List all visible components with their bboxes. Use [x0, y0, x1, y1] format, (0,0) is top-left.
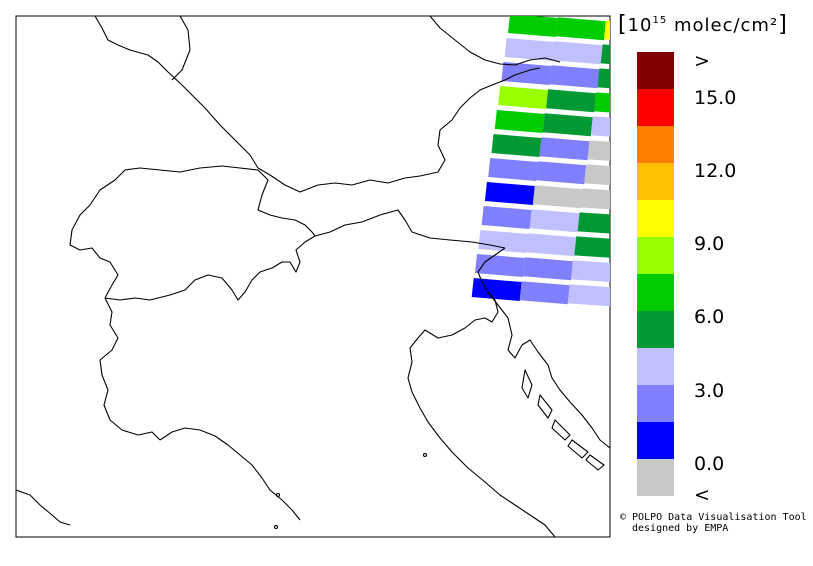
swath-pixel	[556, 17, 606, 41]
coast-adriatic-italy	[407, 291, 556, 537]
legend-tick-label: 0.0	[694, 453, 724, 475]
legend-tick-label: 9.0	[694, 233, 724, 255]
credit-line-2: designed by EMPA	[632, 523, 729, 534]
legend-unit-label: [1015 molec/cm²]	[618, 12, 788, 37]
swath-pixel	[571, 260, 610, 282]
swath-pixel	[549, 65, 600, 89]
border-france-italy	[99, 297, 161, 441]
swath-pixel	[523, 257, 573, 281]
legend-tick-label: 12.0	[694, 160, 736, 182]
swath-pixel	[498, 86, 549, 109]
legend-bin	[637, 52, 674, 89]
swath-pixel	[526, 233, 577, 257]
island-3	[551, 419, 571, 441]
swath-pixel	[484, 182, 535, 205]
swath-pixel	[552, 41, 603, 65]
island-2	[537, 394, 553, 419]
swath-pixel	[491, 134, 542, 157]
swath-pixel	[597, 68, 610, 89]
swath-pixel	[504, 38, 555, 61]
country-borders	[16, 16, 610, 537]
island-dot	[275, 492, 281, 498]
island-dot	[422, 452, 428, 458]
credit-line-1: © POLPO Data Visualisation Tool	[620, 512, 807, 523]
swath-pixel	[471, 278, 522, 301]
swath-pixel	[542, 113, 593, 137]
coast-ligurian	[159, 427, 301, 521]
border-germany-north	[171, 16, 191, 81]
swath-pixel	[501, 62, 552, 85]
border-swiss-north	[89, 165, 271, 216]
swath-pixel	[577, 212, 610, 234]
swath-pixel	[567, 284, 610, 307]
border-swiss-west	[69, 204, 119, 299]
coast-croatia	[487, 291, 610, 449]
border-france-germany	[94, 16, 259, 169]
swath-pixel	[494, 110, 545, 133]
legend-labels: >15.0 12.0 9.0 6.0 3.0 0.0 <	[694, 50, 736, 506]
legend-bin	[637, 89, 674, 126]
legend-bin	[637, 274, 674, 311]
legend-bins	[637, 52, 674, 496]
swath-pixel	[519, 281, 570, 305]
border-swiss-south	[104, 235, 316, 301]
swath-pixel	[580, 188, 610, 210]
border-austria-west	[269, 209, 506, 249]
island-dot	[273, 524, 279, 530]
satellite-swath	[471, 16, 610, 307]
border-czech	[429, 16, 561, 66]
swath-pixel	[481, 206, 532, 229]
legend-bin	[637, 200, 674, 237]
legend-bin	[637, 126, 674, 163]
legend-bin	[637, 163, 674, 200]
legend-tick-label: <	[694, 484, 710, 506]
border-italy-slovenia	[477, 247, 506, 293]
swath-pixel	[584, 164, 610, 186]
legend-tick-label: 15.0	[694, 87, 736, 109]
coast-corsica	[16, 489, 71, 526]
island-1	[521, 369, 533, 399]
legend-bin	[637, 385, 674, 422]
swath-pixel	[600, 44, 610, 65]
swath-pixel	[594, 92, 610, 113]
legend-tick-label: 6.0	[694, 306, 724, 328]
color-legend: [1015 molec/cm²] >15.0 12.0 9.0 6.0 3.0 0.0 <	[618, 12, 788, 506]
swath-pixel	[488, 158, 539, 181]
island-5	[585, 454, 605, 471]
island-4	[567, 439, 589, 459]
swath-pixel	[604, 20, 610, 40]
legend-bin	[637, 311, 674, 348]
legend-tick-label: >	[694, 50, 710, 72]
swath-pixel	[532, 185, 583, 209]
legend-bin	[637, 459, 674, 496]
swath-pixel	[478, 230, 529, 253]
swath-pixel	[539, 137, 590, 161]
legend-bin	[637, 348, 674, 385]
swath-pixel	[587, 140, 610, 161]
border-germany-austria	[257, 67, 541, 193]
swath-pixel	[574, 236, 610, 258]
swath-pixel	[536, 161, 587, 185]
swath-pixel	[590, 116, 610, 137]
swath-pixel	[508, 16, 558, 37]
legend-bin	[637, 422, 674, 459]
swath-pixel	[546, 89, 597, 113]
legend-tick-label: 3.0	[694, 380, 724, 402]
legend-bin	[637, 237, 674, 274]
swath-pixel	[529, 209, 580, 233]
